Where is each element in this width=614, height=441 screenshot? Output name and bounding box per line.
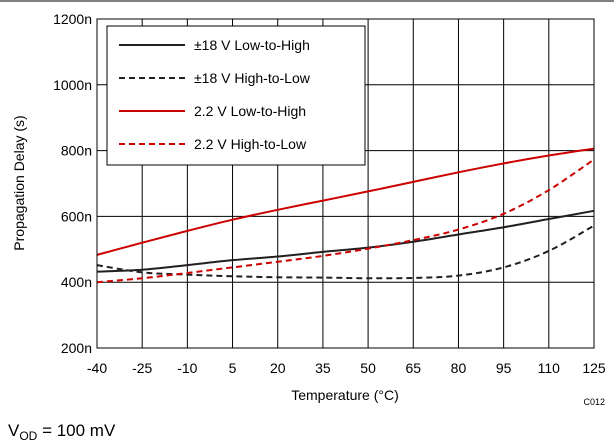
x-axis-title: Temperature (°C) — [291, 387, 399, 403]
series-line-18-v-low-to-high — [96, 209, 595, 273]
y-tick-label: 1200n — [53, 11, 92, 27]
legend-box — [106, 25, 366, 166]
legend-label: 2.2 V Low-to-High — [194, 103, 306, 119]
figure-code: C012 — [583, 397, 605, 407]
x-tick-label: 65 — [405, 360, 421, 376]
y-tick-label: 200n — [61, 340, 92, 356]
series-line-2-2-v-high-to-low — [96, 158, 595, 284]
x-tick-label: 125 — [582, 360, 606, 376]
series-line-18-v-high-to-low — [96, 224, 595, 280]
legend: ±18 V Low-to-High ±18 V High-to-Low 2.2 V … — [106, 25, 366, 166]
y-tick-label: 400n — [61, 274, 92, 290]
y-tick-label: 600n — [61, 208, 92, 224]
y-axis-title: Propagation Delay (s) — [11, 115, 27, 250]
y-axis-ticks: 200n 400n 600n 800n 1000n 1200n — [53, 11, 92, 356]
x-tick-label: -25 — [132, 360, 152, 376]
y-tick-label: 800n — [61, 143, 92, 159]
plot-frame — [96, 18, 595, 349]
legend-label: ±18 V High-to-Low — [194, 70, 311, 86]
x-axis-ticks: -40 -25 -10 5 20 35 50 65 80 95 110 125 — [87, 360, 606, 376]
condition-note-subscript: OD — [19, 429, 37, 441]
condition-note-value: = 100 mV — [37, 421, 116, 440]
x-tick-label: 95 — [496, 360, 512, 376]
x-tick-label: -10 — [177, 360, 197, 376]
series-line-2-2-v-low-to-high — [96, 147, 595, 256]
condition-note: VOD = 100 mV — [8, 421, 116, 441]
x-tick-label: 80 — [451, 360, 467, 376]
x-tick-label: 50 — [360, 360, 376, 376]
x-tick-label: 110 — [538, 360, 561, 376]
y-tick-label: 1000n — [53, 77, 92, 93]
x-tick-label: -40 — [87, 360, 107, 376]
legend-label: ±18 V Low-to-High — [194, 37, 310, 53]
x-tick-label: 35 — [315, 360, 331, 376]
condition-note-symbol: V — [8, 421, 20, 440]
series-lines — [96, 147, 595, 284]
x-tick-label: 20 — [270, 360, 286, 376]
legend-label: 2.2 V High-to-Low — [194, 136, 307, 152]
x-tick-label: 5 — [229, 360, 237, 376]
